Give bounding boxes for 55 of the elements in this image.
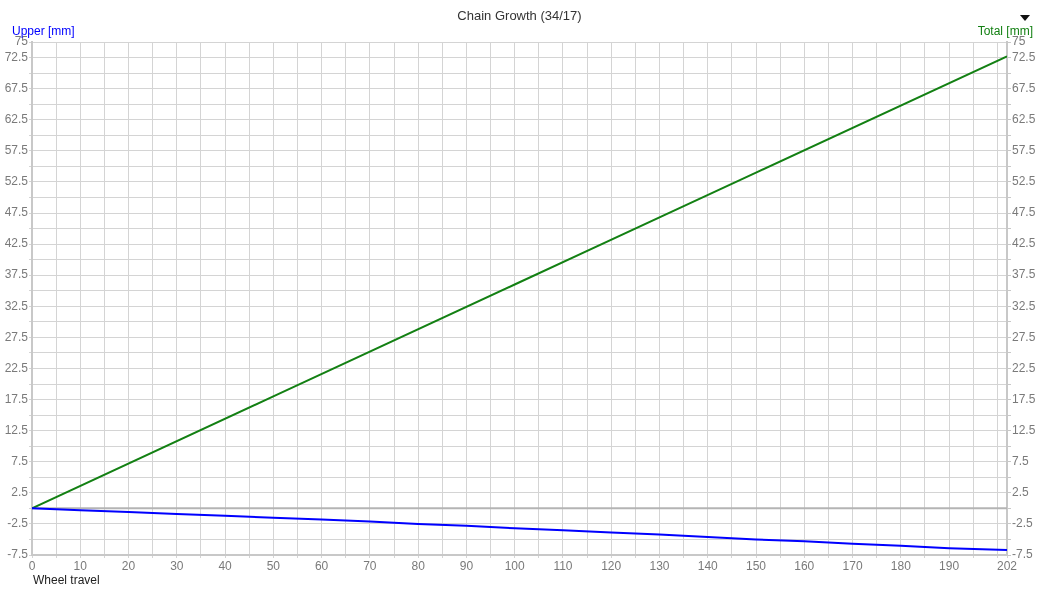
y-tick-label: 67.5 [4, 80, 29, 95]
x-tick-label: 110 [553, 558, 573, 573]
y-tick-label: 2.5 [11, 485, 29, 500]
y2-tick-label: 17.5 [1012, 391, 1036, 406]
x-tick-label: 100 [504, 558, 526, 573]
y-tick-label: 12.5 [4, 422, 29, 437]
y-tick-label: 37.5 [4, 267, 29, 282]
x-tick-label: 190 [939, 558, 960, 573]
x-tick-label: 70 [363, 558, 377, 573]
x-tick-label: 60 [314, 558, 329, 573]
y2-tick-label: 72.5 [1012, 49, 1036, 64]
chart-title: Chain Growth (34/17) [456, 8, 583, 23]
x-tick-label: 150 [745, 558, 767, 573]
x-axis-title: Wheel travel [33, 573, 100, 587]
y-tick-label: 47.5 [4, 205, 29, 220]
y2-tick-label: 52.5 [1012, 174, 1036, 189]
x-tick-label: 20 [121, 558, 136, 573]
y-tick-label: -7.5 [7, 547, 29, 562]
y-tick-label: 42.5 [4, 236, 29, 251]
y-tick-label: 22.5 [4, 360, 29, 375]
y2-tick-label: 37.5 [1012, 267, 1036, 282]
x-tick-label: 40 [218, 558, 233, 573]
y2-tick-label: 62.5 [1012, 112, 1036, 127]
y2-tick-label: 42.5 [1012, 236, 1036, 251]
y-tick-label: 57.5 [4, 143, 29, 158]
x-tick-label: 160 [794, 558, 815, 573]
x-tick-label: 30 [170, 558, 184, 573]
y2-tick-label: 7.5 [1012, 454, 1030, 469]
x-tick-label: 140 [697, 558, 719, 573]
y2-tick-label: 22.5 [1012, 360, 1036, 375]
y-tick-label: 7.5 [11, 454, 29, 469]
y-tick-label: 27.5 [4, 329, 29, 344]
y-tick-label: -2.5 [7, 516, 29, 531]
y2-tick-label: 32.5 [1012, 298, 1036, 313]
y-tick-label: 32.5 [4, 298, 29, 313]
y2-tick-label: 27.5 [1012, 329, 1036, 344]
x-tick-label: 0 [28, 558, 36, 573]
y2-tick-label: 12.5 [1012, 422, 1036, 437]
y2-tick-label: 2.5 [1012, 485, 1030, 500]
y2-tick-label: 57.5 [1012, 143, 1036, 158]
y-tick-label: 62.5 [4, 112, 29, 127]
y-tick-label: 52.5 [4, 174, 29, 189]
y-tick-label: 17.5 [4, 391, 29, 406]
y2-tick-label: 67.5 [1012, 80, 1036, 95]
x-tick-label: 90 [459, 558, 474, 573]
x-tick-label: 170 [842, 558, 863, 573]
x-tick-label: 120 [601, 558, 622, 573]
y2-tick-label: -2.5 [1012, 516, 1033, 531]
y-tick-label: 72.5 [4, 49, 29, 64]
x-tick-label: 80 [411, 558, 426, 573]
x-tick-label: 130 [649, 558, 670, 573]
x-tick-label: 50 [266, 558, 281, 573]
x-tick-label: 180 [890, 558, 912, 573]
x-tick-label: 10 [73, 558, 88, 573]
y2-tick-label: 47.5 [1012, 205, 1036, 220]
